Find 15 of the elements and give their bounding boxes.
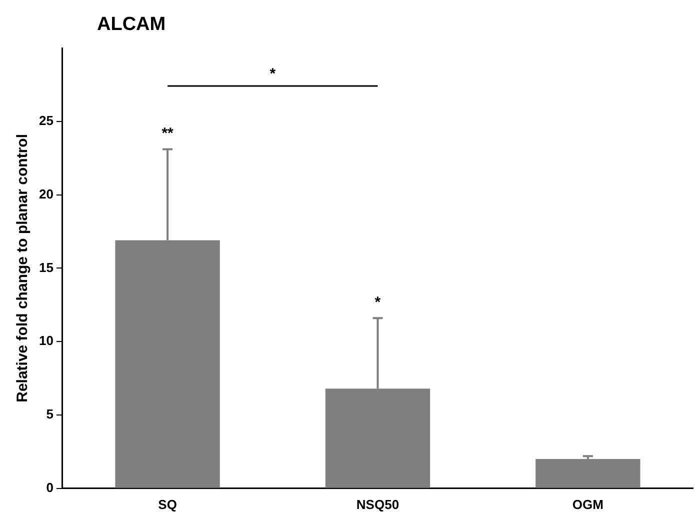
chart-title: ALCAM [97, 14, 166, 36]
y-tick-label: 10 [38, 333, 54, 348]
x-tick-label: NSQ50 [356, 496, 400, 512]
y-tick-label: 0 [46, 480, 54, 495]
y-tick-label: 15 [38, 260, 54, 275]
y-tick-label: 5 [46, 406, 54, 422]
bar [536, 459, 640, 488]
annotation: * [374, 294, 381, 311]
y-axis-title: Relative fold change to planar control [14, 134, 32, 402]
x-tick-label: SQ [158, 496, 177, 512]
annotation: * [270, 66, 276, 83]
y-tick-label: 25 [38, 112, 54, 128]
annotation: ** [162, 124, 174, 142]
x-tick-label: OGM [572, 496, 604, 512]
y-tick-label: 20 [38, 186, 54, 202]
